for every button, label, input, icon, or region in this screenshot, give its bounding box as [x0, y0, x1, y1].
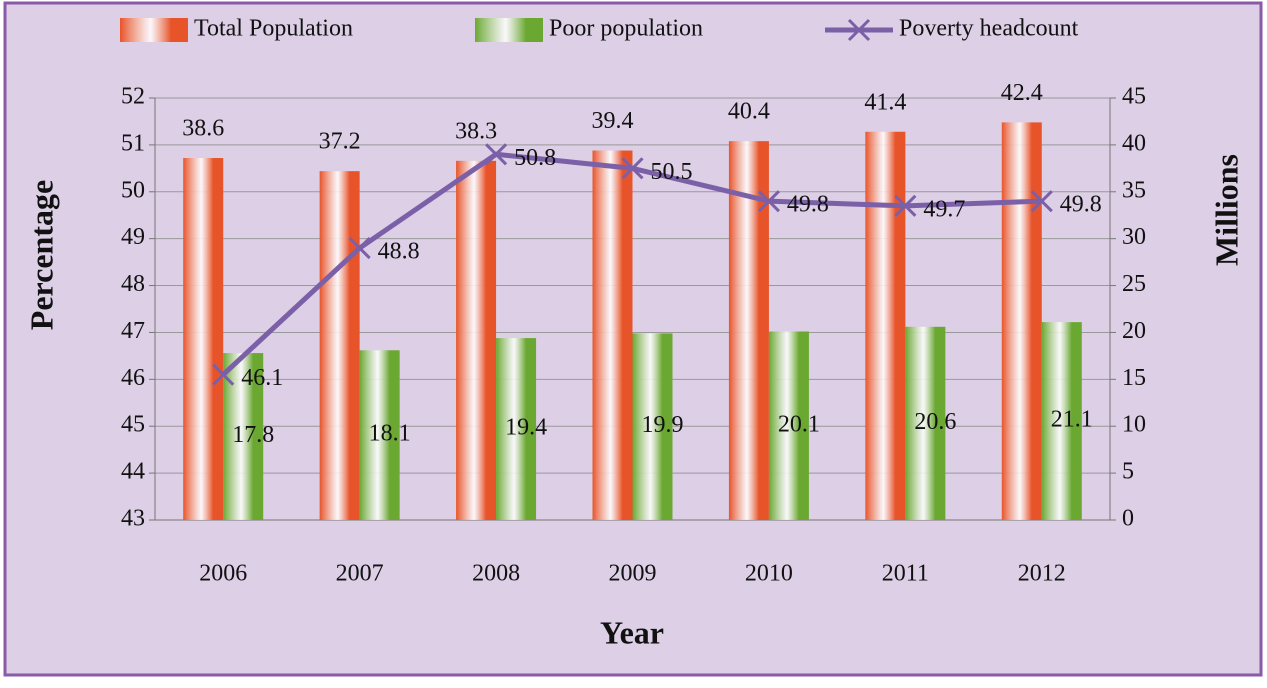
data-label: 37.2: [319, 129, 361, 155]
x-tick-label: 2010: [745, 561, 793, 587]
legend-label: Poverty headcount: [899, 16, 1079, 42]
y2-tick-label: 0: [1122, 506, 1134, 532]
x-tick-label: 2011: [882, 561, 929, 587]
bar: [865, 131, 906, 520]
x-axis-title: Year: [600, 614, 664, 650]
data-label: 17.8: [232, 422, 274, 448]
bar: [768, 331, 809, 520]
y2-tick-label: 25: [1122, 271, 1146, 297]
data-label: 42.4: [1001, 80, 1043, 106]
bar: [1001, 122, 1042, 520]
bar: [359, 350, 400, 520]
bar: [183, 158, 224, 521]
data-label: 46.1: [241, 365, 283, 391]
y-tick-label: 50: [121, 177, 145, 203]
y2-tick-label: 15: [1122, 365, 1146, 391]
legend-label: Total Population: [194, 16, 353, 42]
y2-tick-label: 40: [1122, 130, 1146, 156]
data-label: 38.6: [182, 116, 224, 142]
bar: [592, 150, 633, 520]
y2-tick-label: 35: [1122, 177, 1146, 203]
y2-tick-label: 30: [1122, 224, 1146, 250]
x-tick-label: 2006: [199, 561, 247, 587]
y-tick-label: 49: [121, 224, 145, 250]
y-tick-label: 44: [121, 459, 145, 485]
y2-tick-label: 45: [1122, 84, 1146, 110]
marker: [212, 363, 235, 386]
y-tick-label: 48: [121, 271, 145, 297]
data-label: 49.7: [923, 196, 965, 222]
data-label: 40.4: [728, 99, 770, 125]
data-label: 50.5: [651, 159, 693, 185]
bar: [456, 160, 497, 520]
y2-axis-title: Millions: [1208, 154, 1244, 266]
x-tick-label: 2012: [1018, 561, 1066, 587]
data-label: 21.1: [1051, 407, 1093, 433]
data-label: 49.8: [787, 192, 829, 218]
data-label: 38.3: [455, 118, 497, 144]
data-label: 18.1: [369, 421, 411, 447]
marker: [348, 236, 371, 260]
marker: [894, 194, 917, 217]
y-tick-label: 52: [121, 84, 145, 110]
legend-swatch: [120, 18, 188, 42]
legend-swatch: [475, 18, 543, 42]
bar: [632, 333, 673, 520]
data-label: 19.4: [505, 415, 547, 441]
data-label: 20.6: [914, 409, 956, 435]
y-tick-label: 45: [121, 412, 145, 438]
data-label: 49.8: [1060, 192, 1102, 218]
bar: [1041, 322, 1082, 520]
x-tick-label: 2009: [609, 561, 657, 587]
bar: [905, 326, 946, 520]
y2-tick-label: 5: [1122, 459, 1134, 485]
y-axis-title: Percentage: [23, 180, 59, 330]
bar: [319, 171, 360, 520]
y2-tick-label: 10: [1122, 412, 1146, 438]
y-tick-label: 46: [121, 365, 145, 391]
bar: [728, 141, 769, 521]
y-tick-label: 51: [121, 130, 145, 156]
legend-marker: [847, 18, 871, 42]
marker: [757, 190, 780, 213]
legend-label: Poor population: [549, 16, 703, 42]
data-label: 50.8: [514, 145, 556, 171]
bar: [496, 338, 537, 520]
x-tick-label: 2007: [336, 561, 384, 587]
y2-tick-label: 20: [1122, 318, 1146, 344]
data-label: 20.1: [778, 411, 820, 437]
data-label: 39.4: [592, 108, 634, 134]
marker: [1030, 190, 1053, 213]
data-label: 19.9: [642, 412, 684, 438]
data-label: 48.8: [378, 239, 420, 265]
data-label: 41.4: [864, 89, 906, 115]
marker: [621, 157, 644, 180]
marker: [485, 143, 508, 166]
x-tick-label: 2008: [472, 561, 520, 587]
y-tick-label: 43: [121, 506, 145, 532]
y-tick-label: 47: [121, 318, 145, 344]
